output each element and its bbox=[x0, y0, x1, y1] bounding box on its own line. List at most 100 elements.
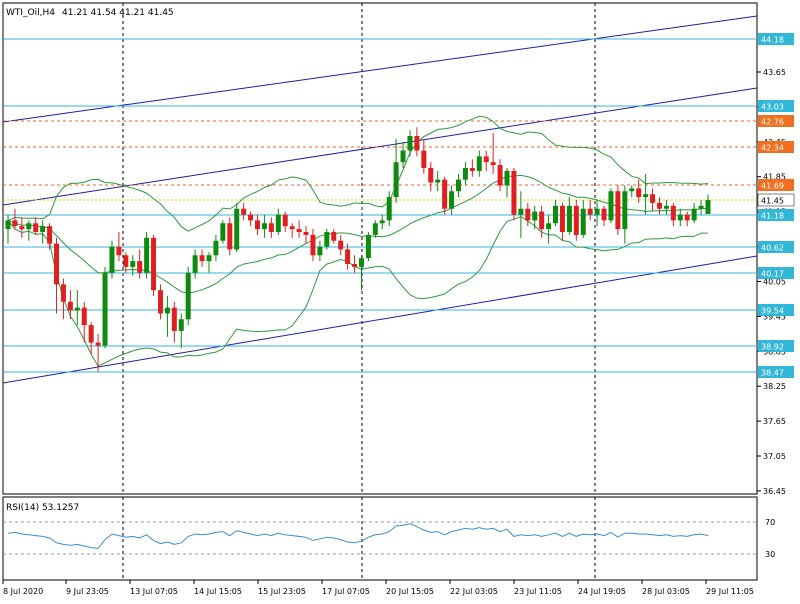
candle-body bbox=[400, 150, 406, 163]
candle-body bbox=[331, 232, 337, 241]
x-tick-label: 28 Jul 03:05 bbox=[642, 587, 690, 596]
candle-body bbox=[365, 234, 371, 259]
x-tick-label: 17 Jul 07:05 bbox=[322, 587, 370, 596]
y-tick-label: 43.65 bbox=[763, 68, 786, 77]
y-tick-label: 38.25 bbox=[763, 382, 786, 391]
candle-body bbox=[428, 168, 434, 183]
y-tick-label: 40.05 bbox=[763, 277, 786, 286]
candle-body bbox=[476, 156, 482, 171]
x-tick-label: 14 Jul 15:05 bbox=[194, 587, 242, 596]
y-tick-label: 36.45 bbox=[763, 487, 786, 496]
price-frame bbox=[2, 2, 758, 495]
quote-label: 41.21 41.54 41.21 41.45 bbox=[62, 8, 174, 18]
channel-line bbox=[2, 255, 758, 384]
candle-body bbox=[587, 208, 593, 215]
price-label-box bbox=[758, 304, 794, 316]
candle-body bbox=[511, 170, 517, 215]
bollinger-upper-band bbox=[7, 115, 709, 232]
candle-body bbox=[81, 307, 87, 326]
candle-body bbox=[601, 208, 607, 221]
candle-body bbox=[213, 240, 219, 256]
candle-body bbox=[275, 214, 281, 232]
candle-body bbox=[137, 261, 143, 273]
price-label-box bbox=[758, 33, 794, 45]
candle-body bbox=[5, 220, 11, 230]
candle-body bbox=[435, 179, 441, 183]
candle-body bbox=[130, 261, 136, 267]
price-label: 38.47 bbox=[761, 369, 784, 378]
price-label: 40.17 bbox=[761, 270, 784, 279]
candle-body bbox=[95, 342, 101, 346]
candle-body bbox=[123, 255, 129, 267]
candle-body bbox=[317, 246, 323, 256]
candle-body bbox=[559, 205, 565, 232]
price-label-box bbox=[758, 267, 794, 279]
candle-body bbox=[629, 188, 635, 192]
candle-body bbox=[164, 307, 170, 314]
candle-body bbox=[358, 258, 364, 267]
candle-body bbox=[178, 319, 184, 331]
candle-body bbox=[54, 243, 60, 285]
candle-body bbox=[248, 214, 254, 221]
candle-body bbox=[525, 208, 531, 221]
candle-body bbox=[691, 208, 697, 221]
candle-body bbox=[421, 150, 427, 168]
candle-body bbox=[469, 168, 475, 171]
candle-body bbox=[449, 191, 455, 209]
candle-body bbox=[157, 290, 163, 314]
price-label: 38.92 bbox=[761, 343, 784, 352]
candle-body bbox=[504, 170, 510, 186]
rsi-tick-label: 30 bbox=[765, 550, 775, 559]
candle-body bbox=[102, 272, 108, 346]
candle-body bbox=[60, 284, 66, 302]
candle-body bbox=[594, 208, 600, 215]
price-label: 43.03 bbox=[761, 103, 784, 112]
candle-body bbox=[546, 223, 552, 230]
candle-body bbox=[455, 179, 461, 192]
candle-body bbox=[580, 208, 586, 235]
candle-body bbox=[636, 188, 642, 198]
candle-body bbox=[414, 136, 420, 151]
candle-body bbox=[12, 220, 18, 227]
last-price-box bbox=[757, 193, 795, 207]
candle-body bbox=[490, 162, 496, 166]
candle-body bbox=[67, 301, 73, 311]
candle-body bbox=[483, 156, 489, 163]
candle-body bbox=[566, 205, 572, 232]
candle-body bbox=[372, 223, 378, 235]
candle-body bbox=[684, 214, 690, 221]
x-tick-label: 20 Jul 15:05 bbox=[386, 587, 434, 596]
candle-body bbox=[116, 246, 122, 256]
candle-body bbox=[151, 237, 157, 291]
price-label-box bbox=[758, 366, 794, 378]
candle-body bbox=[296, 229, 302, 232]
candle-body bbox=[109, 246, 115, 273]
candle-body bbox=[26, 223, 32, 230]
price-label: 42.76 bbox=[761, 118, 784, 127]
candle-body bbox=[289, 226, 295, 230]
channel-line bbox=[2, 15, 758, 123]
x-tick-label: 29 Jul 11:05 bbox=[706, 587, 754, 596]
y-tick-label: 37.65 bbox=[763, 417, 786, 426]
candle-body bbox=[241, 208, 247, 215]
candle-body bbox=[407, 136, 413, 151]
price-label: 42.34 bbox=[761, 144, 784, 153]
candle-body bbox=[532, 211, 538, 221]
candle-body bbox=[171, 307, 177, 331]
candle-body bbox=[88, 325, 94, 343]
price-label: 39.54 bbox=[761, 307, 784, 316]
price-label-box bbox=[758, 100, 794, 112]
candle-body bbox=[268, 223, 274, 232]
bollinger-middle-band bbox=[7, 174, 709, 294]
candle-body bbox=[379, 220, 385, 224]
price-label: 41.18 bbox=[761, 212, 784, 221]
candle-body bbox=[40, 226, 46, 232]
candle-body bbox=[220, 223, 226, 241]
candle-body bbox=[255, 220, 261, 230]
time-axis: 8 Jul 2020 9 Jul 23:05 13 Jul 07:05 14 Jul … bbox=[2, 580, 754, 596]
candle-body bbox=[698, 205, 704, 209]
x-tick-label: 22 Jul 03:05 bbox=[450, 587, 498, 596]
candle-body bbox=[670, 205, 676, 221]
candle-body bbox=[324, 232, 330, 247]
